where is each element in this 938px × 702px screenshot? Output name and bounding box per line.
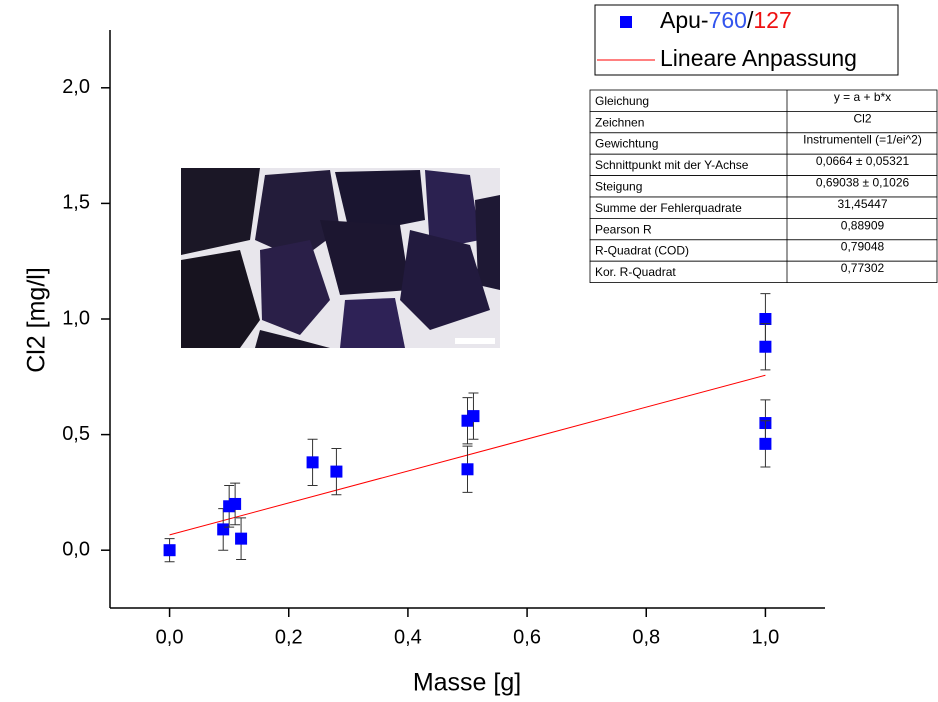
legend-marker <box>620 16 632 28</box>
x-tick-label: 0,0 <box>156 626 184 648</box>
table-cell: Instrumentell (=1/ei^2) <box>803 133 922 147</box>
data-point <box>759 437 772 450</box>
table-cell: Zeichnen <box>595 115 644 129</box>
data-point <box>330 465 343 478</box>
plot-area: 0,0 0,2 0,4 0,6 0,8 1,0 0,0 0,5 1,0 1,5 2,0 <box>62 30 825 648</box>
data-point <box>217 523 230 536</box>
y-tick-label: 1,5 <box>62 192 90 214</box>
legend-label: Apu-760/127 <box>660 7 792 33</box>
table-cell: Steigung <box>595 179 642 193</box>
x-axis-title: Masse [g] <box>413 669 521 697</box>
data-point <box>306 456 319 469</box>
table-cell: 0,0664 ± 0,05321 <box>816 154 910 168</box>
data-point <box>461 463 474 476</box>
legend-label-part: Apu- <box>660 7 709 33</box>
x-tick-label: 0,4 <box>394 626 422 648</box>
data-point <box>467 410 480 423</box>
table-cell: 0,88909 <box>841 218 885 232</box>
x-tick-label: 0,6 <box>513 626 541 648</box>
table-cell: Cl2 <box>853 111 871 125</box>
y-axis-title: Cl2 [mg/l] <box>23 267 51 373</box>
y-tick-label: 0,5 <box>62 423 90 445</box>
table-cell: 0,77302 <box>841 261 885 275</box>
table-cell: Gleichung <box>595 94 649 108</box>
y-tick-label: 2,0 <box>62 76 90 98</box>
stats-table: Gleichung y = a + b*x Zeichnen Cl2 Gewichtun… <box>589 89 938 284</box>
legend-label-part: 127 <box>753 7 791 33</box>
x-tick-label: 0,8 <box>632 626 660 648</box>
table-cell: 0,79048 <box>841 240 885 254</box>
x-tick-label: 1,0 <box>752 626 780 648</box>
table-cell: R-Quadrat (COD) <box>595 244 689 258</box>
table-cell: Summe der Fehlerquadrate <box>595 201 742 215</box>
data-point <box>229 497 242 510</box>
x-tick-label: 0,2 <box>275 626 303 648</box>
table-cell: Pearson R <box>595 222 652 236</box>
data-point <box>163 544 176 557</box>
legend-label: Lineare Anpassung <box>660 45 857 71</box>
data-point <box>759 340 772 353</box>
table-cell: y = a + b*x <box>834 90 891 104</box>
table-row <box>589 260 938 284</box>
data-point <box>759 313 772 325</box>
table-cell: Schnittpunkt mit der Y-Achse <box>595 158 749 172</box>
table-cell: Gewichtung <box>595 137 658 151</box>
table-cell: 0,69038 ± 0,1026 <box>816 175 910 189</box>
y-tick-label: 1,0 <box>62 307 90 329</box>
legend-label-part: / <box>747 7 754 33</box>
inset-photo <box>181 168 500 348</box>
y-tick-label: 0,0 <box>62 538 90 560</box>
table-cell: Kor. R-Quadrat <box>595 265 676 279</box>
legend: Apu-760/127 Lineare Anpassung <box>594 4 899 76</box>
legend-box <box>594 4 899 76</box>
data-point <box>235 532 248 545</box>
legend-label-part: 760 <box>709 7 747 33</box>
table-cell: 31,45447 <box>837 197 887 211</box>
